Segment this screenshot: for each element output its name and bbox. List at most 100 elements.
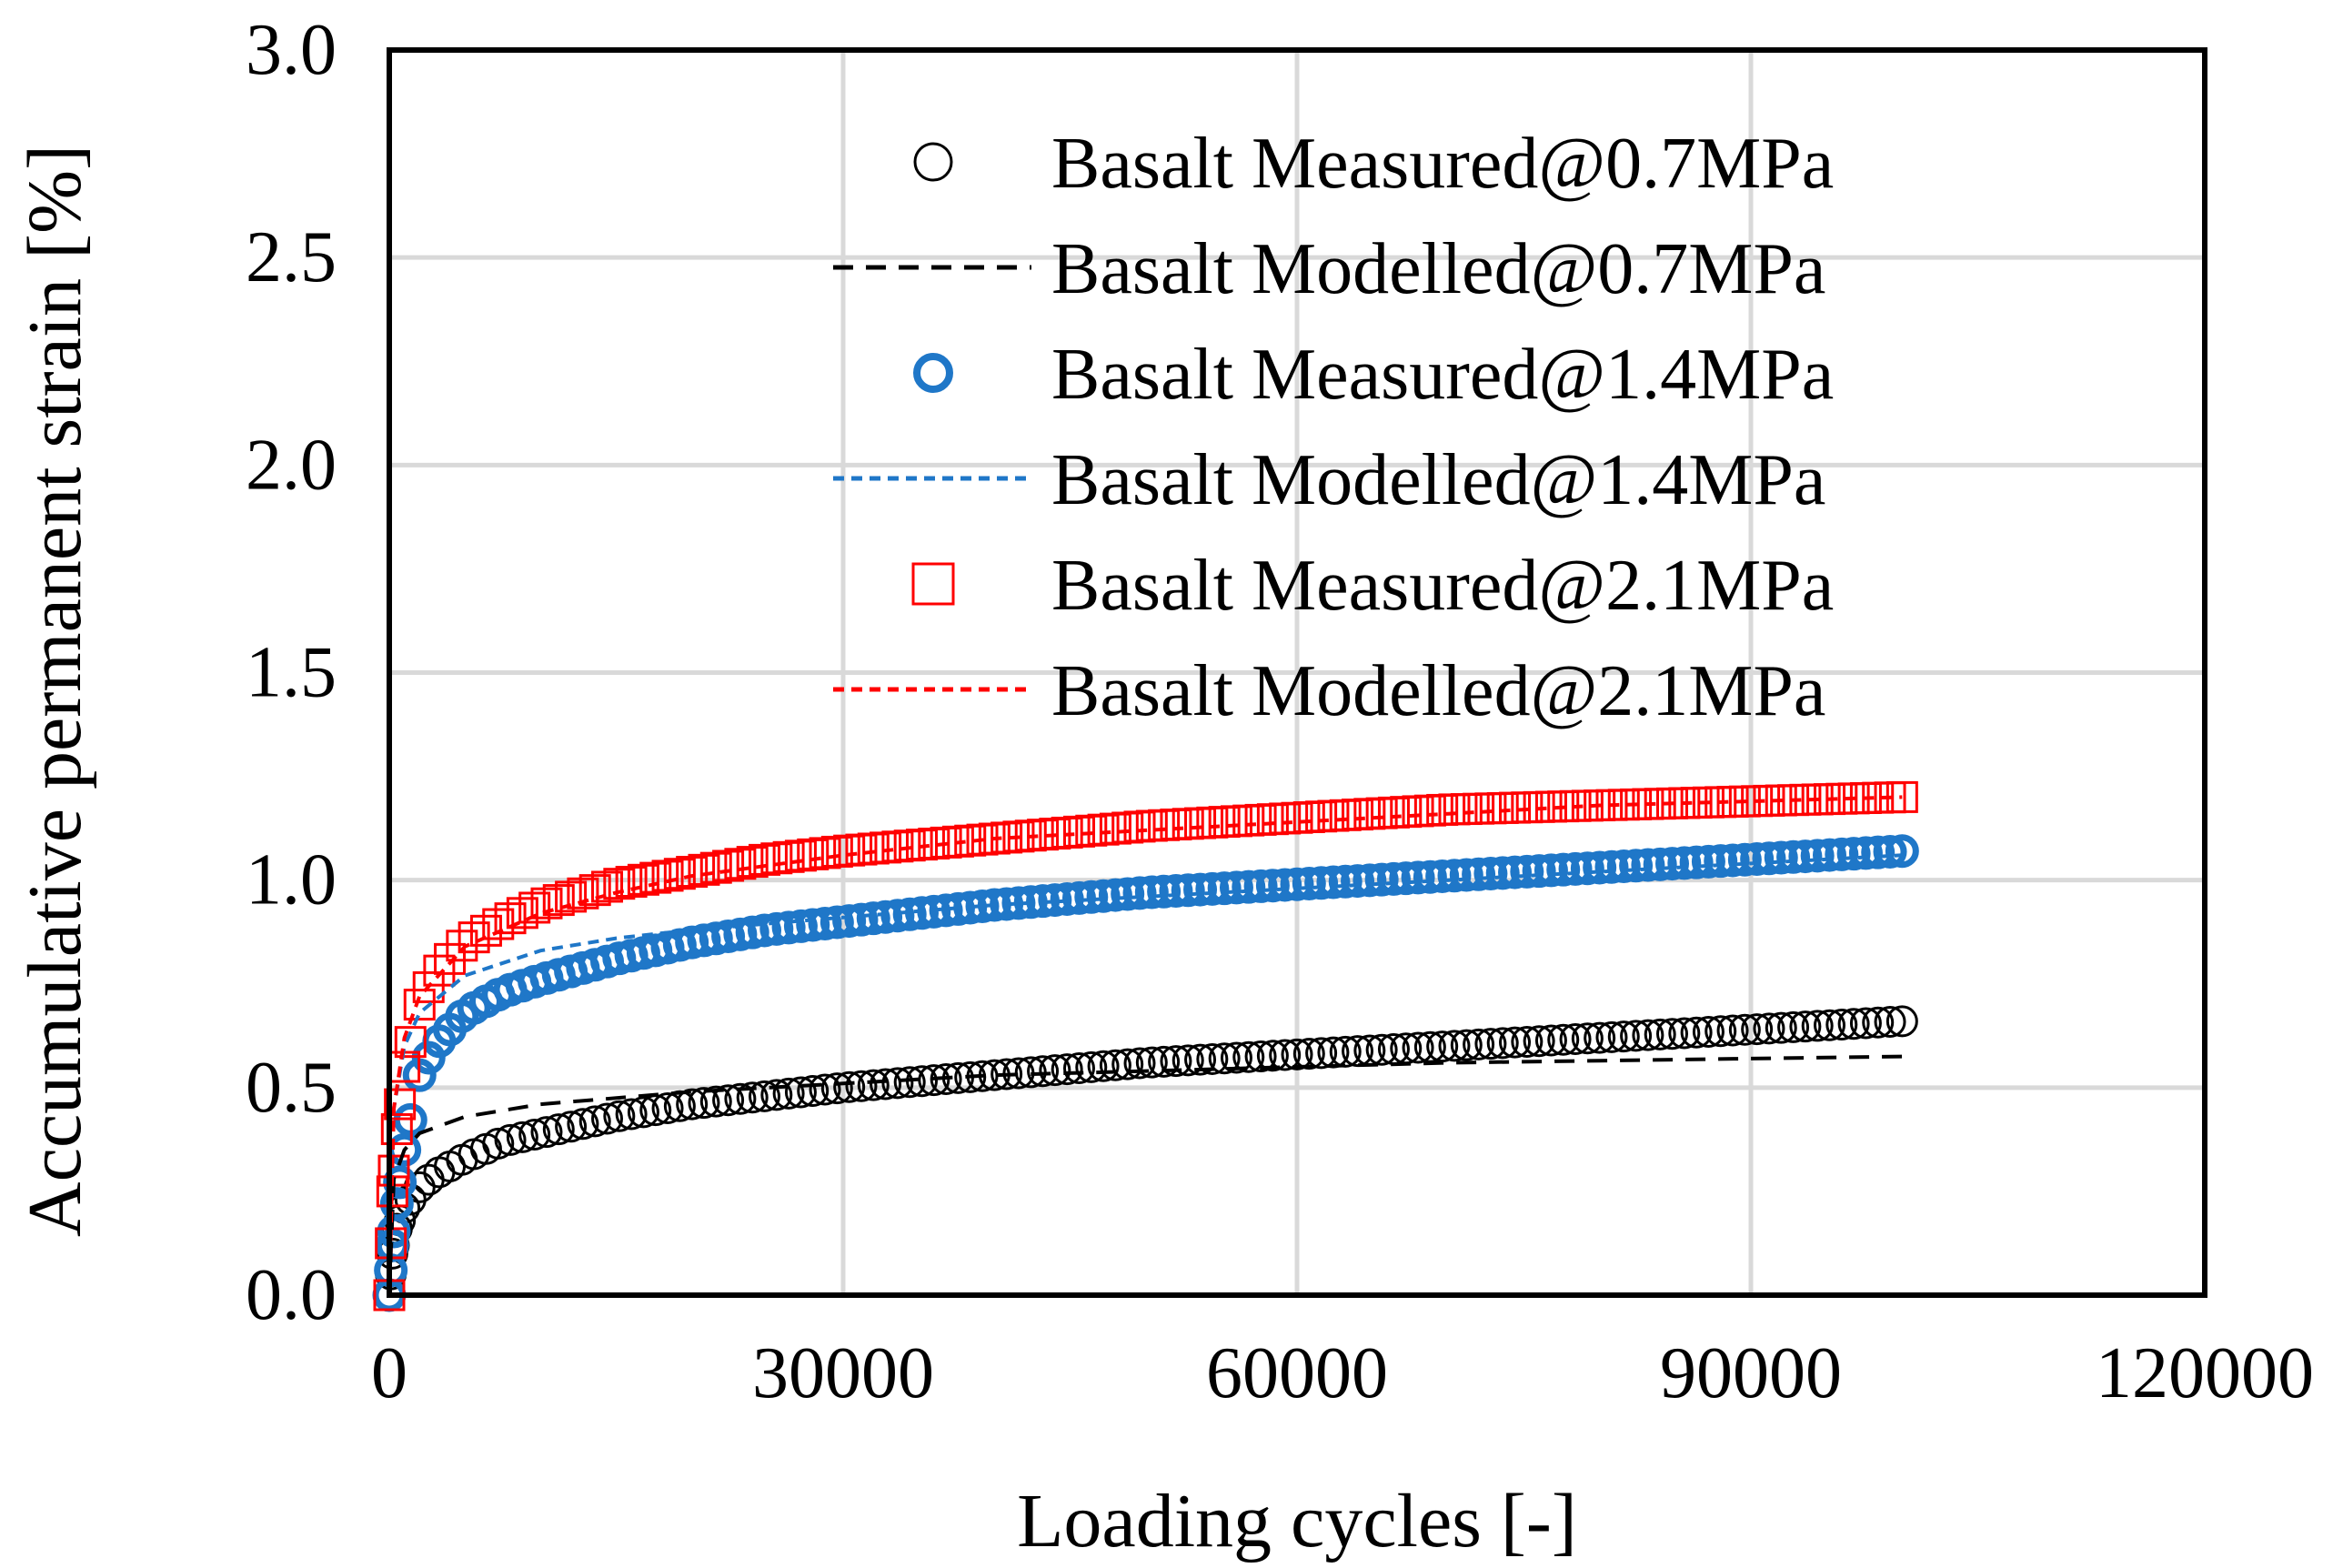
data-point <box>724 848 757 880</box>
data-point <box>1632 1019 1664 1051</box>
data-point <box>651 1091 684 1124</box>
legend-entry: Basalt Measured@0.7MPa <box>913 124 1834 204</box>
series-layer <box>372 780 1919 1312</box>
x-tick-label: 0 <box>371 1333 407 1413</box>
data-point <box>1547 1023 1580 1056</box>
data-point <box>1123 1047 1156 1080</box>
data-point <box>1111 1048 1144 1081</box>
data-point <box>627 863 659 896</box>
data-point <box>1777 1010 1810 1043</box>
data-point <box>1099 1049 1131 1081</box>
data-point <box>809 1073 841 1106</box>
data-point <box>394 1026 427 1059</box>
legend-label: Basalt Measured@0.7MPa <box>1051 124 1834 204</box>
data-point <box>1135 1046 1168 1079</box>
legend-label: Basalt Measured@2.1MPa <box>1051 546 1834 626</box>
data-point <box>699 851 732 884</box>
data-point <box>494 1123 527 1156</box>
data-point <box>423 1156 456 1189</box>
data-point <box>1595 1020 1628 1053</box>
data-point <box>1862 1006 1895 1039</box>
data-point <box>403 989 436 1021</box>
y-tick-label: 3.0 <box>246 10 337 90</box>
y-tick-label: 1.0 <box>246 840 337 920</box>
data-point <box>555 1111 588 1143</box>
data-point <box>1849 1007 1882 1040</box>
data-point <box>1885 834 1919 869</box>
series-line-basalt-modelled-2-1mpa <box>387 795 1903 1296</box>
data-point <box>1329 1035 1362 1068</box>
data-point <box>1559 1023 1592 1056</box>
data-point <box>1486 1027 1519 1060</box>
data-point <box>1232 1040 1265 1073</box>
data-point <box>1571 1022 1604 1055</box>
data-point <box>1463 1028 1495 1060</box>
series-line-basalt-modelled-0-7mpa <box>387 1054 1903 1296</box>
data-point <box>627 1096 659 1129</box>
data-point <box>736 1081 769 1114</box>
legend-entry: Basalt Measured@1.4MPa <box>913 335 1834 415</box>
data-point <box>881 1067 914 1100</box>
y-tick-label: 0.0 <box>246 1255 337 1335</box>
data-point <box>1692 1016 1725 1049</box>
data-point <box>530 887 563 920</box>
data-point <box>857 1069 890 1101</box>
data-point <box>518 1118 551 1151</box>
x-tick-label: 30000 <box>752 1333 934 1413</box>
data-point <box>1438 1030 1471 1062</box>
data-point <box>1680 1016 1713 1049</box>
data-point <box>542 884 575 917</box>
data-point <box>379 1187 414 1221</box>
data-point <box>1741 1013 1774 1046</box>
data-point <box>1728 1013 1761 1046</box>
data-point <box>384 1088 417 1121</box>
data-point <box>1704 1015 1737 1048</box>
data-point <box>688 1087 720 1120</box>
data-point <box>1051 1053 1083 1086</box>
data-point <box>797 1074 830 1107</box>
legend-marker-circle <box>913 353 953 393</box>
data-point <box>1256 1040 1289 1072</box>
data-point <box>724 1082 757 1115</box>
data-point <box>639 861 672 894</box>
data-point <box>1534 1024 1567 1057</box>
legend-marker-square <box>911 562 955 606</box>
data-point <box>1825 1008 1858 1040</box>
data-point <box>1765 1011 1797 1044</box>
data-point <box>380 1112 413 1145</box>
data-point <box>1269 1039 1302 1071</box>
tick-layer: 0 30000 60000 90000 120000 0.0 0.5 1.0 1.5 2.0 2.5… <box>246 10 2314 1413</box>
data-point <box>567 877 599 910</box>
y-axis-title: Accumulative permanent strain [%] <box>13 145 97 1237</box>
data-point <box>494 902 527 935</box>
data-point <box>1873 834 1907 869</box>
data-point <box>1196 1042 1229 1075</box>
y-tick-label: 1.5 <box>246 633 337 713</box>
legend-entry: Basalt Modelled@0.7MPa <box>833 229 1825 309</box>
data-point <box>1511 1025 1544 1058</box>
data-point <box>893 1066 926 1099</box>
data-point <box>1075 1050 1108 1083</box>
data-point <box>423 954 456 987</box>
legend-entry: Basalt Modelled@2.1MPa <box>833 651 1825 731</box>
data-point <box>1668 1017 1701 1050</box>
plot-frame <box>387 47 2207 1298</box>
data-point <box>615 1098 648 1131</box>
data-point <box>699 1085 732 1118</box>
data-point <box>930 1063 962 1096</box>
x-tick-label: 120000 <box>2096 1333 2314 1413</box>
data-point <box>820 1072 853 1105</box>
data-point <box>1402 1031 1434 1064</box>
data-point <box>615 865 648 898</box>
legend-label: Basalt Modelled@1.4MPa <box>1051 440 1825 520</box>
data-point <box>1426 1030 1459 1063</box>
legend-entry: Basalt Measured@2.1MPa <box>911 546 1834 626</box>
data-point <box>518 891 551 924</box>
data-point <box>412 1163 445 1196</box>
series-basalt-measured-1-4mpa <box>372 834 1919 1312</box>
data-point <box>833 1070 866 1103</box>
data-point <box>1087 1050 1120 1082</box>
data-point <box>1813 1009 1845 1041</box>
data-point <box>688 853 720 886</box>
